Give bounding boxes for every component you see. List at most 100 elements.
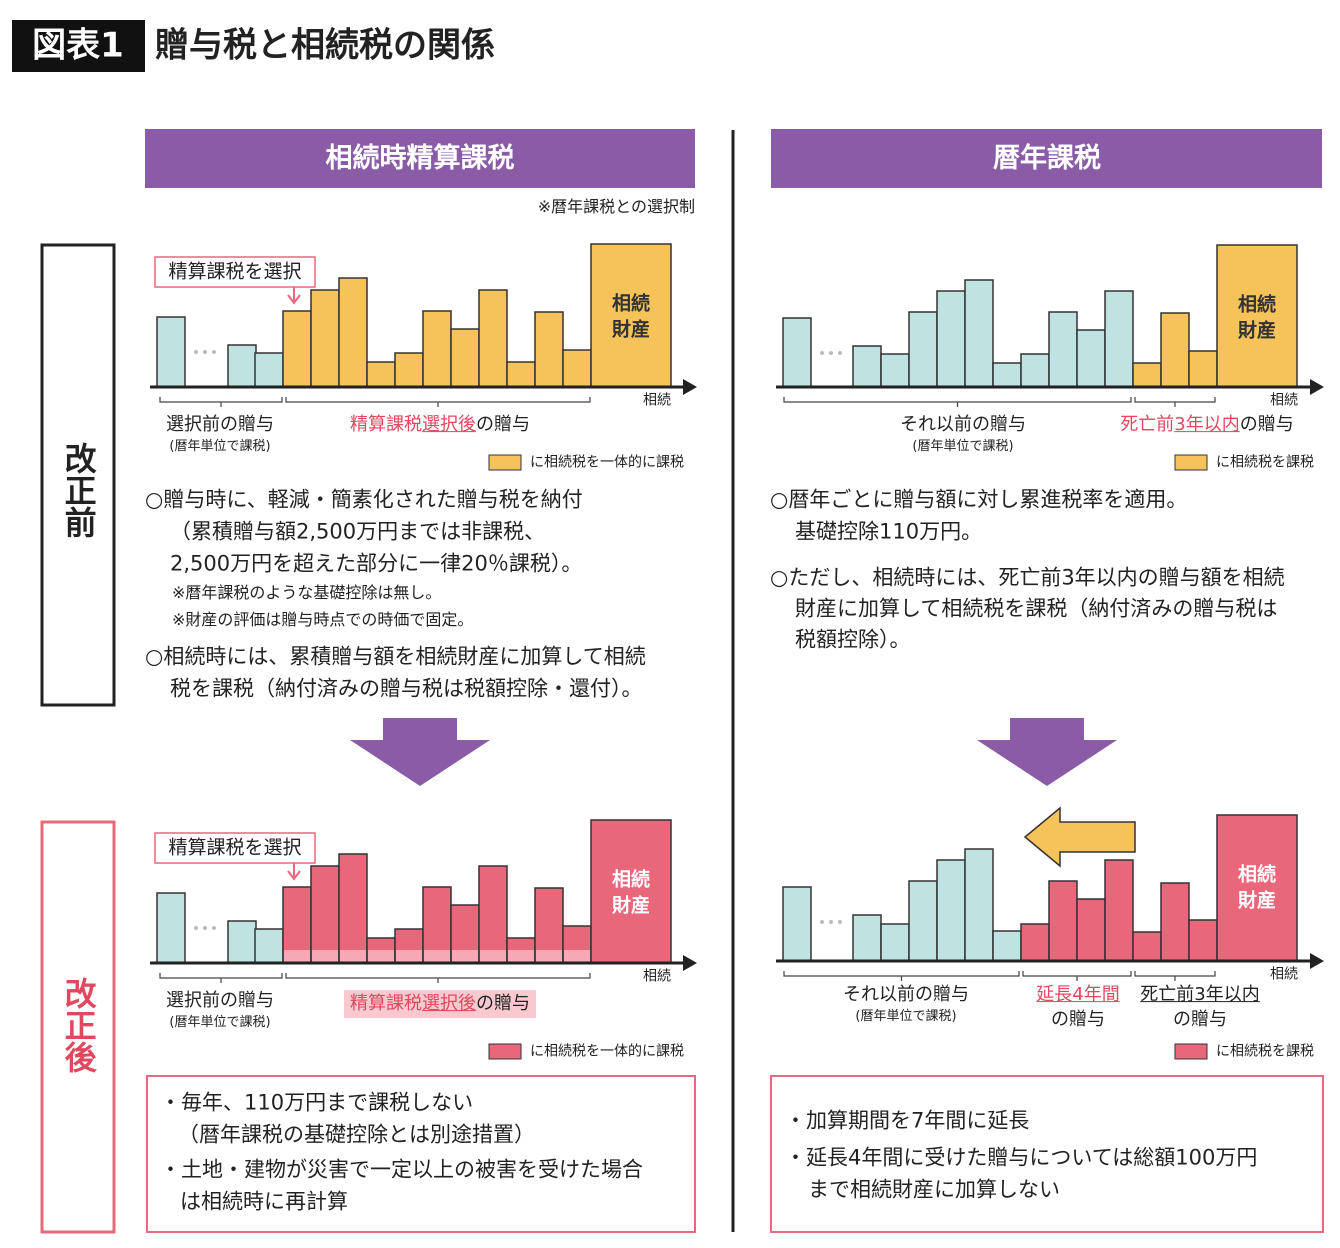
body-text: （暦年課税の基礎控除とは別途措置）	[178, 1122, 535, 1147]
row-box	[40, 243, 116, 707]
info-box	[770, 1075, 1324, 1233]
bar	[227, 920, 257, 964]
bar-band	[340, 950, 366, 962]
brace	[1134, 397, 1216, 407]
axis-label: 相続	[1270, 966, 1298, 983]
note: ※暦年課税との選択制	[537, 197, 695, 217]
bar	[1104, 290, 1134, 388]
axis-arrow	[683, 379, 697, 395]
estate-text: 相続	[611, 292, 651, 315]
group-label: それ以前の贈与	[843, 984, 969, 1006]
bar	[782, 886, 812, 962]
body-text: 税を課税（納付済みの贈与税は税額控除・還付）。	[170, 676, 643, 701]
estate-text: 財産	[1237, 889, 1277, 912]
body-text: ○暦年ごとに贈与額に対し累進税率を適用。	[770, 487, 1188, 512]
bar	[1188, 919, 1218, 962]
legend-swatch	[488, 1043, 522, 1060]
axis-label: 相続	[643, 392, 671, 409]
label-part: 精算課税	[350, 414, 422, 436]
body-text: まで相続財産に加算しない	[808, 1177, 1060, 1202]
estate-box	[1216, 814, 1298, 962]
bar	[422, 310, 452, 388]
group-label: 精算課税選択後の贈与	[344, 990, 536, 1018]
axis-arrow	[1310, 379, 1324, 395]
estate-text: 財産	[1237, 319, 1277, 342]
bar	[562, 349, 592, 388]
bar	[992, 930, 1022, 962]
bar	[254, 928, 284, 964]
bar	[156, 892, 186, 964]
bar	[1020, 353, 1050, 388]
legend: に相続税を課税	[1216, 1043, 1314, 1060]
bar	[394, 352, 424, 388]
callout: 精算課税を選択	[168, 260, 302, 283]
label-part: 死亡前	[1120, 414, 1175, 436]
bar	[1048, 311, 1078, 388]
body-text: ・土地・建物が災害で一定以上の被害を受けた場合	[160, 1157, 643, 1182]
ellipsis	[838, 351, 842, 355]
row-box	[40, 820, 116, 1234]
group-sub: (暦年単位で課税)	[169, 1014, 271, 1030]
label-part: の贈与	[1239, 414, 1294, 436]
callout-arrow	[287, 863, 301, 881]
legend-swatch	[488, 454, 522, 471]
callout-arrow	[287, 287, 301, 305]
bar	[1132, 931, 1162, 962]
bar	[1104, 859, 1134, 962]
bar	[880, 353, 910, 388]
row-label: 改正前	[59, 442, 98, 538]
bar-band	[424, 950, 450, 962]
axis-arrow	[683, 955, 697, 971]
column-header	[145, 129, 695, 188]
bar	[156, 316, 186, 388]
label-part: 選択後	[422, 993, 476, 1015]
bar-band	[312, 950, 338, 962]
bar	[534, 311, 564, 388]
bar	[254, 352, 284, 388]
bar	[450, 328, 480, 388]
column-title: 相続時精算課税	[325, 143, 515, 175]
bar-band	[452, 950, 478, 962]
group-label: 選択前の贈与	[166, 414, 274, 436]
brace	[783, 971, 1020, 981]
body-text: 税額控除）。	[795, 627, 911, 652]
bar	[1160, 312, 1190, 388]
bar	[282, 310, 312, 388]
group-sub: の贈与	[1173, 1009, 1227, 1031]
bar-band	[508, 950, 534, 962]
body-text: 2,500万円を超えた部分に一律20％課税）。	[170, 551, 583, 576]
bar	[880, 923, 910, 962]
brace	[159, 973, 283, 983]
estate-box	[590, 243, 672, 388]
estate-text: 相続	[1237, 293, 1277, 316]
bar	[1048, 880, 1078, 962]
ellipsis	[829, 351, 833, 355]
ellipsis	[212, 926, 216, 930]
bar-band	[368, 950, 394, 962]
body-text: ○ただし、相続時には、死亡前3年以内の贈与額を相続	[770, 565, 1285, 590]
brace	[159, 397, 283, 407]
bar	[1076, 898, 1106, 962]
legend-swatch	[1174, 454, 1208, 471]
bar	[852, 914, 882, 962]
estate-box	[590, 819, 672, 964]
body-text: は相続時に再計算	[180, 1189, 348, 1214]
estate-box	[1216, 244, 1298, 388]
ellipsis	[203, 926, 207, 930]
group-sub: (暦年単位で課税)	[912, 438, 1014, 454]
bar	[1160, 882, 1190, 962]
brace	[1022, 971, 1132, 981]
row-label: 改正後	[59, 977, 98, 1073]
body-text: ○相続時には、累積贈与額を相続財産に加算して相続	[145, 644, 646, 669]
estate-text: 財産	[611, 894, 651, 917]
title: 贈与税と相続税の関係	[155, 25, 495, 66]
brace	[285, 397, 591, 407]
shift-arrow	[1023, 806, 1136, 868]
label-part: の贈与	[476, 993, 530, 1015]
bar	[310, 865, 340, 964]
bar	[478, 289, 508, 388]
callout-box	[154, 256, 316, 288]
body-text: （累積贈与額2,500万円までは非課税、	[170, 519, 546, 544]
group-label: 死亡前3年以内	[1140, 984, 1260, 1006]
bar	[338, 853, 368, 964]
